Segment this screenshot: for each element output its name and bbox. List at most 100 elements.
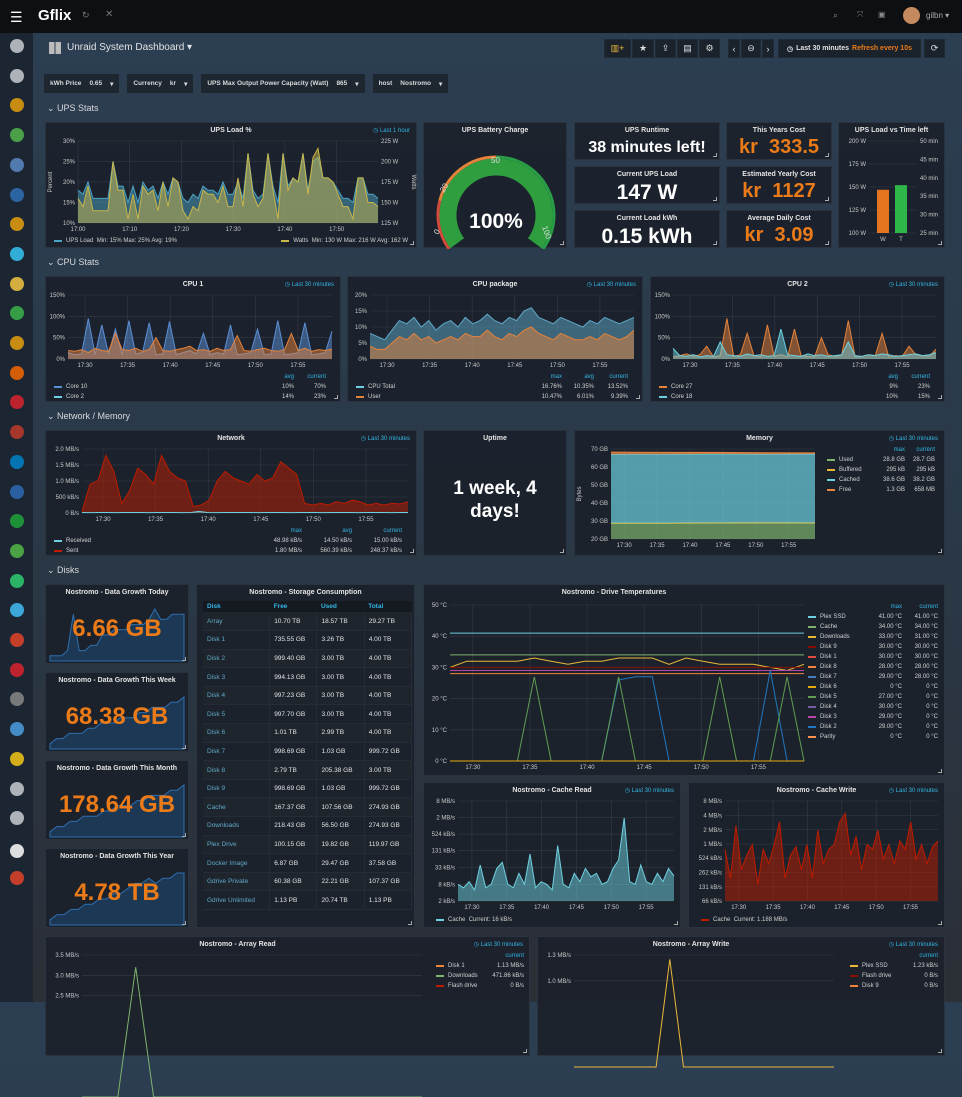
disk-name[interactable]: Gdrive Private — [203, 872, 270, 891]
disk-name[interactable]: Disk 5 — [203, 705, 270, 724]
disk-name[interactable]: Disk 6 — [203, 724, 270, 743]
legend-col-header[interactable]: current — [919, 953, 938, 959]
sonarr-icon[interactable] — [10, 277, 24, 291]
search-app-icon[interactable] — [10, 217, 24, 231]
resize-handle[interactable] — [938, 549, 942, 553]
panel-title[interactable]: Nostromo - Data Growth This Week — [46, 677, 188, 684]
legend-item[interactable]: Watts Min: 130 W Max: 216 W Avg: 162 W — [281, 238, 408, 244]
panel-title[interactable]: Nostromo - Drive Temperatures — [424, 589, 804, 596]
row-network-memory[interactable]: ⌄ Network / Memory — [47, 411, 130, 422]
resize-handle[interactable] — [825, 153, 829, 157]
legend-col-header[interactable]: avg — [302, 528, 352, 534]
resize-handle[interactable] — [560, 549, 564, 553]
resize-handle[interactable] — [408, 921, 412, 925]
zoom-out-button[interactable]: ⊖ — [741, 39, 761, 58]
legend-col-header[interactable]: max — [868, 604, 902, 610]
panel-title[interactable]: This Years Cost — [727, 127, 831, 134]
disk-name[interactable]: Disk 3 — [203, 668, 270, 687]
resize-handle[interactable] — [938, 395, 942, 399]
nzb-icon[interactable] — [10, 306, 24, 320]
router-icon[interactable] — [10, 574, 24, 588]
panel-title[interactable]: Nostromo - Storage Consumption — [197, 589, 414, 596]
resize-handle[interactable] — [713, 153, 717, 157]
panel-title[interactable]: Nostromo - Data Growth This Month — [46, 765, 188, 772]
time-forward-button[interactable]: › — [762, 39, 774, 58]
cluster-icon[interactable] — [10, 425, 24, 439]
user-menu[interactable]: gilbn ▾ — [926, 11, 949, 20]
star-button[interactable]: ★ — [632, 39, 654, 58]
legend-col-header[interactable]: avg — [870, 374, 898, 380]
unifi-icon[interactable] — [10, 514, 24, 528]
resize-handle[interactable] — [410, 241, 414, 245]
gitlab-icon[interactable] — [10, 633, 24, 647]
dashboard-title[interactable]: Unraid System Dashboard ▾ — [67, 42, 192, 53]
column-header[interactable]: Free — [270, 601, 317, 612]
home-icon[interactable] — [10, 39, 24, 53]
download-icon[interactable] — [10, 663, 24, 677]
panel-title[interactable]: Average Daily Cost — [727, 215, 831, 222]
resize-handle[interactable] — [825, 241, 829, 245]
save-button[interactable]: ▤ — [677, 39, 698, 58]
sabnzbd-icon[interactable] — [10, 752, 24, 766]
panel-title[interactable]: Current Load kWh — [575, 215, 719, 222]
panel-title[interactable]: Nostromo - Data Growth This Year — [46, 853, 188, 860]
legend-col-header[interactable]: current — [898, 374, 930, 380]
legend-col-header[interactable]: max — [875, 447, 905, 453]
legend-col-header[interactable]: max — [262, 528, 302, 534]
legend-col-header[interactable]: current — [294, 374, 326, 380]
close-icon[interactable]: ✕ — [105, 9, 113, 20]
resize-handle[interactable] — [334, 395, 338, 399]
legend-col-header[interactable]: current — [505, 953, 524, 959]
settings-button[interactable]: ⚙ — [699, 39, 720, 58]
plex-icon[interactable] — [10, 98, 24, 112]
resize-handle[interactable] — [938, 1049, 942, 1053]
panel-title[interactable]: Uptime — [424, 435, 566, 442]
disk-name[interactable]: Cache — [203, 798, 270, 817]
disk-name[interactable]: Plex Drive — [203, 835, 270, 854]
panel-title[interactable]: Estimated Yearly Cost — [727, 171, 831, 178]
resize-handle[interactable] — [825, 197, 829, 201]
pi-hole-icon[interactable] — [10, 544, 24, 558]
tautulli-icon[interactable] — [10, 336, 24, 350]
resize-handle[interactable] — [713, 197, 717, 201]
column-header[interactable]: Disk — [203, 601, 270, 612]
cloud-icon[interactable] — [10, 188, 24, 202]
drop-icon[interactable] — [10, 722, 24, 736]
search-icon[interactable]: ⌕ — [833, 10, 838, 21]
row-disks[interactable]: ⌄ Disks — [47, 565, 79, 576]
disk-name[interactable]: Gdrive Unlimited — [203, 891, 270, 910]
bookstack-icon[interactable] — [10, 782, 24, 796]
resize-handle[interactable] — [182, 657, 186, 661]
resize-handle[interactable] — [938, 921, 942, 925]
legend-item[interactable]: Cache Current: 16 kB/s — [436, 917, 512, 923]
resize-handle[interactable] — [560, 241, 564, 245]
share-button[interactable]: ⇪ — [655, 39, 676, 58]
disk-name[interactable]: Disk 4 — [203, 686, 270, 705]
legend-col-header[interactable]: current — [905, 447, 935, 453]
resize-handle[interactable] — [674, 921, 678, 925]
resize-handle[interactable] — [938, 241, 942, 245]
column-header[interactable]: Total — [364, 601, 411, 612]
legend-item[interactable]: UPS Load Min: 15% Max: 25% Avg: 19% — [54, 238, 177, 244]
